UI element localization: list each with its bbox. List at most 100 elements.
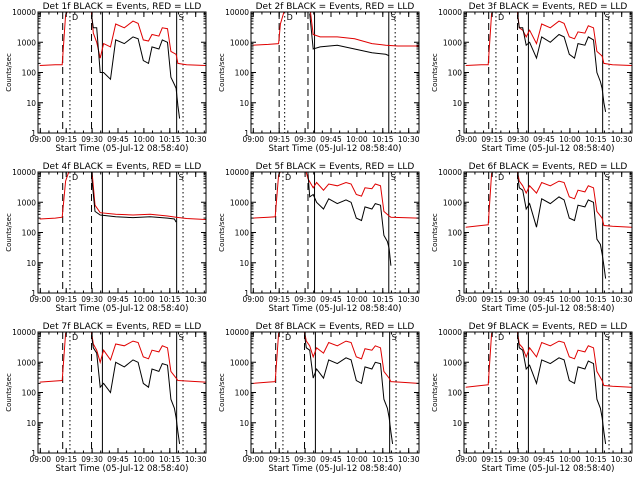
- x-axis-label: Start Time (05-Jul-12 08:58:40): [56, 144, 189, 154]
- series-events-black: [91, 14, 181, 119]
- x-axis-label: Start Time (05-Jul-12 08:58:40): [482, 144, 615, 154]
- x-tick-label: 09:00: [29, 295, 51, 304]
- x-axis-label: Start Time (05-Jul-12 08:58:40): [56, 464, 189, 474]
- y-tick-label: 10: [26, 99, 36, 108]
- y-tick-label: 10000: [225, 8, 249, 17]
- series-lld-red: [252, 12, 419, 47]
- x-axis-label: Start Time (05-Jul-12 08:58:40): [269, 144, 402, 154]
- y-tick-label: 100: [235, 389, 250, 398]
- x-tick-label: 10:30: [398, 295, 420, 304]
- x-tick-label: 09:30: [294, 455, 316, 464]
- y-tick-label: 100: [22, 229, 37, 238]
- y-tick-label: 100: [22, 389, 37, 398]
- plot-frame: [463, 331, 633, 454]
- y-tick-label: 1000: [230, 358, 249, 367]
- x-tick-label: 10:00: [559, 295, 581, 304]
- y-tick-label: 10000: [438, 328, 462, 337]
- marker-label-s: S: [605, 13, 610, 22]
- series-lld-red: [39, 12, 206, 66]
- marker-label-d: D: [498, 173, 504, 182]
- panel-title: Det 5f BLACK = Events, RED = LLD: [256, 162, 415, 172]
- x-tick-label: 09:00: [242, 455, 264, 464]
- panel-title: Det 7f BLACK = Events, RED = LLD: [43, 322, 202, 332]
- y-axis-label: Counts/sec: [5, 213, 13, 252]
- x-axis-label: Start Time (05-Jul-12 08:58:40): [269, 304, 402, 314]
- series-lld-red: [465, 12, 632, 66]
- marker-label-s: S: [391, 13, 396, 22]
- x-tick-label: 09:45: [320, 295, 342, 304]
- x-tick-label: 10:15: [159, 295, 181, 304]
- y-tick-label: 1: [31, 449, 36, 458]
- x-tick-label: 10:30: [185, 295, 207, 304]
- marker-label-s: S: [391, 173, 396, 182]
- marker-label-d: D: [72, 173, 78, 182]
- x-tick-label: 09:30: [294, 135, 316, 144]
- marker-label-d: D: [72, 333, 78, 342]
- series-lld-red: [252, 172, 419, 219]
- y-tick-label: 1000: [230, 38, 249, 47]
- plot-frame: [250, 11, 420, 134]
- marker-label-s: S: [605, 173, 610, 182]
- x-tick-label: 10:15: [372, 455, 394, 464]
- y-tick-label: 10: [239, 419, 249, 428]
- x-tick-label: 09:45: [533, 295, 555, 304]
- x-tick-label: 09:30: [81, 135, 103, 144]
- plot-frame: [37, 331, 207, 454]
- y-tick-label: 100: [22, 69, 37, 78]
- x-tick-label: 10:00: [346, 455, 368, 464]
- series-lld-red: [39, 332, 206, 383]
- x-tick-label: 10:15: [159, 455, 181, 464]
- x-tick-label: 10:15: [159, 135, 181, 144]
- series-events-black: [517, 14, 607, 112]
- marker-label-d: D: [285, 173, 291, 182]
- plot-frame: [250, 171, 420, 294]
- y-tick-label: 1000: [230, 198, 249, 207]
- y-tick-label: 10: [452, 99, 462, 108]
- x-tick-label: 10:15: [372, 135, 394, 144]
- panel-title: Det 8f BLACK = Events, RED = LLD: [256, 322, 415, 332]
- x-tick-label: 09:15: [268, 295, 290, 304]
- x-tick-label: 10:30: [185, 135, 207, 144]
- x-tick-label: 09:30: [507, 455, 529, 464]
- y-tick-label: 1000: [443, 38, 462, 47]
- x-tick-label: 10:00: [346, 295, 368, 304]
- y-tick-label: 1: [457, 449, 462, 458]
- x-tick-label: 09:15: [481, 295, 503, 304]
- y-tick-label: 100: [235, 69, 250, 78]
- x-tick-label: 09:00: [29, 135, 51, 144]
- y-tick-label: 100: [448, 229, 463, 238]
- x-tick-label: 10:30: [611, 295, 633, 304]
- x-tick-label: 09:00: [455, 135, 477, 144]
- x-tick-label: 09:00: [455, 295, 477, 304]
- panel-title: Det 3f BLACK = Events, RED = LLD: [469, 2, 628, 12]
- series-events-black: [517, 174, 607, 279]
- x-tick-label: 09:45: [320, 135, 342, 144]
- x-tick-label: 09:30: [507, 135, 529, 144]
- y-axis-label: Counts/sec: [431, 373, 439, 412]
- marker-label-s: S: [179, 13, 184, 22]
- x-tick-label: 10:00: [346, 135, 368, 144]
- y-axis-label: Counts/sec: [218, 213, 226, 252]
- y-tick-label: 10: [26, 259, 36, 268]
- series-events-black: [307, 173, 392, 266]
- y-tick-label: 1000: [17, 38, 36, 47]
- plot-frame: [463, 11, 633, 134]
- x-tick-label: 09:45: [107, 295, 129, 304]
- x-tick-label: 09:45: [533, 135, 555, 144]
- y-tick-label: 10: [239, 99, 249, 108]
- y-axis-label: Counts/sec: [218, 53, 226, 92]
- x-tick-label: 09:30: [81, 455, 103, 464]
- y-tick-label: 1: [244, 289, 249, 298]
- marker-label-d: D: [498, 333, 504, 342]
- y-axis-label: Counts/sec: [218, 373, 226, 412]
- x-tick-label: 09:45: [320, 455, 342, 464]
- x-tick-label: 09:15: [268, 135, 290, 144]
